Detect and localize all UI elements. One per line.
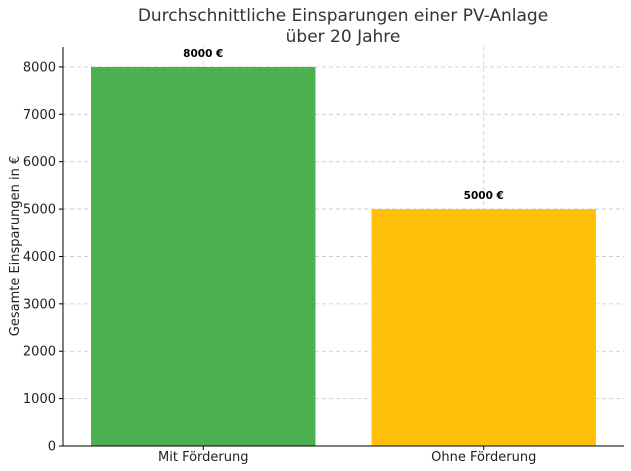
bars: [91, 66, 596, 446]
bar-value-label: 8000 €: [183, 48, 223, 60]
y-tick-label: 8000: [23, 60, 56, 75]
y-tick-label: 0: [48, 440, 56, 455]
chart-title-line-2: über 20 Jahre: [286, 27, 401, 47]
bar: [91, 66, 316, 446]
y-tick-label: 2000: [23, 345, 56, 360]
x-tick-label: Ohne Förderung: [431, 450, 536, 465]
y-tick-label: 5000: [23, 203, 56, 218]
y-tick-label: 7000: [23, 108, 56, 123]
axes: 0 1000 2000 3000 4000 5000 6000 7000 8000 Mit För…: [23, 47, 624, 465]
y-tick-label: 3000: [23, 297, 56, 312]
data-labels: 8000 € 5000 €: [183, 48, 504, 202]
y-axis-label: Gesamte Einsparungen in €: [8, 156, 23, 336]
bar-value-label: 5000 €: [464, 190, 504, 202]
y-tick-label: 6000: [23, 155, 56, 170]
y-tick-label: 4000: [23, 250, 56, 265]
x-tick-label: Mit Förderung: [158, 450, 248, 465]
y-tick-label: 1000: [23, 392, 56, 407]
bar: [371, 209, 596, 446]
chart-title-line-1: Durchschnittliche Einsparungen einer PV-…: [138, 6, 548, 26]
